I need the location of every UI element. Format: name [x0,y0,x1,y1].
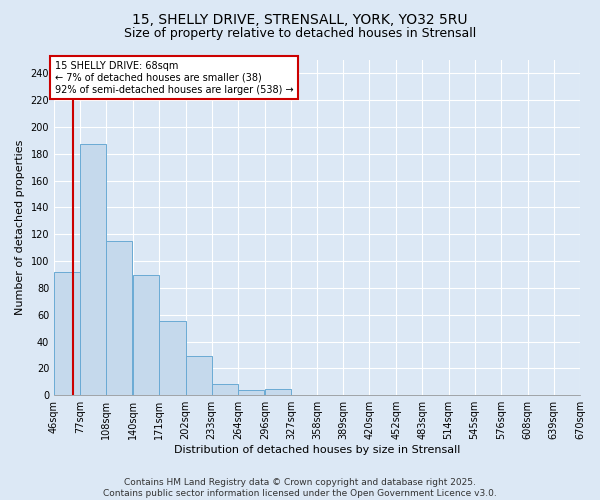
Bar [106,241,133,395]
Bar [133,274,160,395]
Bar [265,388,291,395]
Bar [160,322,185,395]
Text: 15, SHELLY DRIVE, STRENSALL, YORK, YO32 5RU: 15, SHELLY DRIVE, STRENSALL, YORK, YO32 … [132,12,468,26]
Bar [185,356,212,395]
Text: Size of property relative to detached houses in Strensall: Size of property relative to detached ho… [124,28,476,40]
Text: Contains HM Land Registry data © Crown copyright and database right 2025.
Contai: Contains HM Land Registry data © Crown c… [103,478,497,498]
Bar [238,390,264,395]
Bar [54,272,80,395]
Y-axis label: Number of detached properties: Number of detached properties [15,140,25,316]
X-axis label: Distribution of detached houses by size in Strensall: Distribution of detached houses by size … [174,445,460,455]
Text: 15 SHELLY DRIVE: 68sqm
← 7% of detached houses are smaller (38)
92% of semi-deta: 15 SHELLY DRIVE: 68sqm ← 7% of detached … [55,62,293,94]
Bar [80,144,106,395]
Bar [212,384,238,395]
